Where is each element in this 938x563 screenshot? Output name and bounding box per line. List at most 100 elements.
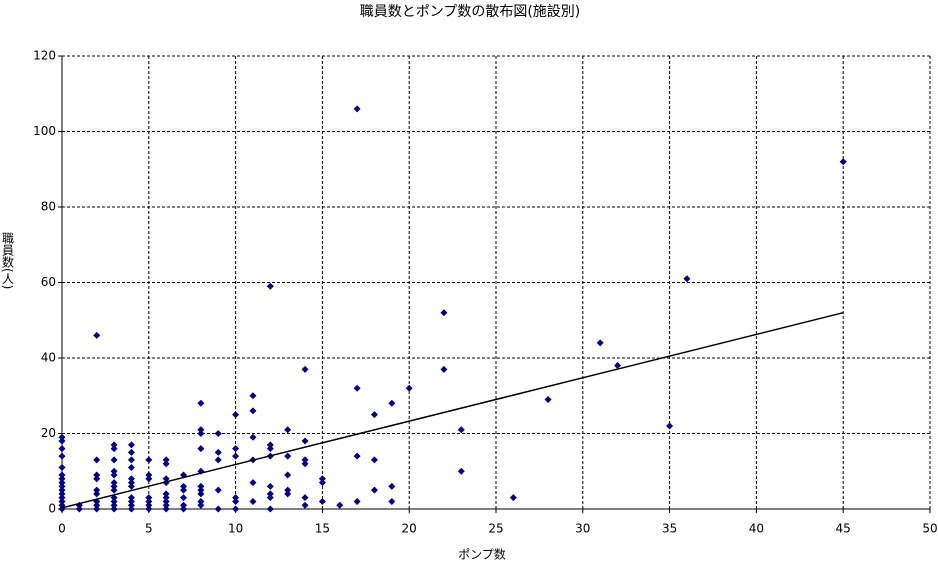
point <box>180 501 188 509</box>
point <box>353 497 361 505</box>
point <box>127 497 135 505</box>
point <box>370 486 378 494</box>
point <box>614 362 622 370</box>
x-tick-label: 30 <box>575 522 590 536</box>
point <box>266 482 274 490</box>
point <box>162 501 170 509</box>
point <box>58 452 66 460</box>
point <box>180 505 188 513</box>
point <box>180 486 188 494</box>
point <box>162 460 170 468</box>
point <box>839 158 847 166</box>
point <box>58 475 66 483</box>
x-tick-label: 15 <box>315 522 330 536</box>
point <box>58 445 66 453</box>
point <box>93 471 101 479</box>
point <box>127 482 135 490</box>
point <box>93 505 101 513</box>
y-tick-label: 80 <box>41 200 56 214</box>
point <box>214 456 222 464</box>
point <box>162 475 170 483</box>
point <box>232 411 240 419</box>
point <box>266 445 274 453</box>
point <box>301 494 309 502</box>
point <box>162 490 170 498</box>
point <box>162 456 170 464</box>
point <box>197 497 205 505</box>
point <box>127 456 135 464</box>
x-tick-label: 20 <box>402 522 417 536</box>
point <box>197 486 205 494</box>
point <box>249 497 257 505</box>
point <box>249 392 257 400</box>
point <box>666 422 674 430</box>
point <box>58 437 66 445</box>
chart-title: 職員数とポンプ数の散布図(施設別) <box>360 4 581 20</box>
point <box>58 482 66 490</box>
point <box>266 505 274 513</box>
point <box>683 275 691 283</box>
point <box>214 430 222 437</box>
point <box>145 471 153 479</box>
point <box>544 396 552 404</box>
x-tick-label: 5 <box>145 522 153 536</box>
point <box>127 479 135 487</box>
point <box>197 501 205 509</box>
y-tick-label: 40 <box>41 351 56 365</box>
point <box>127 475 135 483</box>
point <box>266 494 274 502</box>
point <box>58 486 66 494</box>
point <box>301 460 309 468</box>
point <box>457 426 465 434</box>
point <box>197 430 205 437</box>
point <box>214 448 222 456</box>
x-tick-label: 40 <box>749 522 764 536</box>
point <box>180 482 188 490</box>
point <box>58 494 66 502</box>
point <box>145 494 153 502</box>
point <box>353 384 361 392</box>
point <box>284 486 292 494</box>
point <box>318 497 326 505</box>
point <box>110 486 118 494</box>
point <box>127 505 135 513</box>
point <box>284 490 292 498</box>
point <box>197 426 205 434</box>
x-tick-label: 45 <box>836 522 851 536</box>
point <box>266 441 274 449</box>
point <box>232 445 240 453</box>
point <box>370 411 378 419</box>
x-tick-label: 35 <box>662 522 677 536</box>
point <box>266 282 274 290</box>
point <box>353 452 361 460</box>
point <box>197 399 205 407</box>
point <box>93 456 101 464</box>
point <box>301 437 309 445</box>
point <box>180 494 188 502</box>
point <box>197 490 205 498</box>
point <box>301 365 309 373</box>
point <box>336 501 344 509</box>
point <box>232 452 240 460</box>
point <box>145 505 153 513</box>
x-axis-label: ポンプ数 <box>458 547 506 562</box>
point <box>110 482 118 490</box>
point <box>388 399 396 407</box>
point <box>249 407 257 415</box>
point <box>162 494 170 502</box>
point <box>596 339 604 347</box>
point <box>405 384 413 392</box>
point <box>301 501 309 509</box>
point <box>58 497 66 505</box>
point <box>162 505 170 513</box>
point <box>127 463 135 471</box>
point <box>58 490 66 498</box>
point <box>110 471 118 479</box>
point <box>162 497 170 505</box>
point <box>440 365 448 373</box>
point <box>75 505 83 513</box>
point <box>232 497 240 505</box>
point <box>58 433 66 441</box>
point <box>249 433 257 441</box>
